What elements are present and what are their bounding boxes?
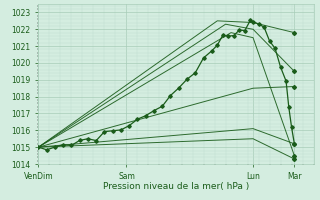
X-axis label: Pression niveau de la mer( hPa ): Pression niveau de la mer( hPa ): [103, 182, 249, 191]
